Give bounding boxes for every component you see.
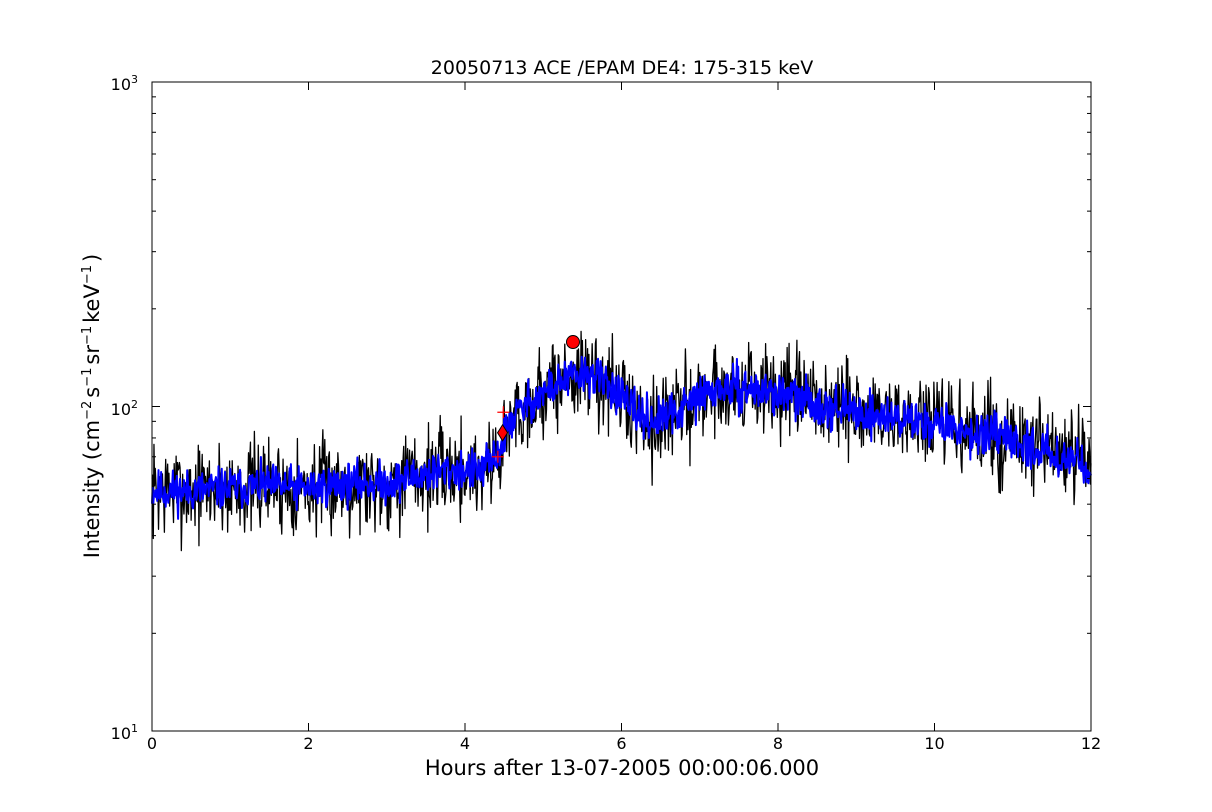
- y-tick-exponent: 1: [131, 722, 138, 735]
- x-tick-label: 0: [147, 734, 157, 753]
- y-tick-labels: 101 102 103: [111, 73, 138, 743]
- y-axis-label-sup: −1: [80, 368, 95, 387]
- bound-marker: [491, 450, 504, 463]
- plot-area: [151, 81, 1092, 732]
- y-axis-label-part: s: [80, 387, 104, 398]
- y-axis-label-sup: −2: [80, 401, 95, 420]
- y-tick-base: 10: [111, 724, 131, 743]
- y-tick-label: 101: [111, 722, 138, 743]
- x-axis-label: Hours after 13-07-2005 00:00:06.000: [425, 756, 819, 780]
- y-axis-label: Intensity (cm−2s−1sr−1keV−1): [80, 254, 104, 558]
- chart-title: 20050713 ACE /EPAM DE4: 175-315 keV: [431, 57, 813, 79]
- y-tick-label: 102: [111, 398, 138, 419]
- peak-marker: [565, 335, 580, 350]
- axis-ticks: [151, 81, 1092, 732]
- y-axis-label-sup: −1: [80, 265, 95, 284]
- x-tick-label: 10: [924, 734, 944, 753]
- y-axis-label-part: Intensity (cm: [80, 420, 104, 558]
- bound-marker: [497, 406, 510, 419]
- data-layer: [151, 330, 1092, 552]
- onset-marker: [496, 423, 509, 442]
- y-axis-label-part: sr: [80, 345, 104, 365]
- y-tick-base: 10: [111, 75, 131, 94]
- series-line-smoothed: [151, 355, 1092, 520]
- y-axis-label-sup: −1: [80, 326, 95, 345]
- y-tick-exponent: 2: [131, 398, 138, 411]
- y-axis-label-part: ): [80, 254, 104, 262]
- x-tick-label: 2: [303, 734, 313, 753]
- y-axis-label-part: keV: [80, 284, 104, 323]
- y-tick-base: 10: [111, 400, 131, 419]
- x-tick-label: 12: [1081, 734, 1101, 753]
- x-tick-label: 8: [773, 734, 783, 753]
- x-tick-label: 4: [460, 734, 470, 753]
- x-tick-labels: 0 2 4 6 8 10 12: [147, 734, 1101, 753]
- y-tick-label: 103: [111, 73, 138, 94]
- x-tick-label: 6: [616, 734, 626, 753]
- y-tick-exponent: 3: [131, 73, 138, 86]
